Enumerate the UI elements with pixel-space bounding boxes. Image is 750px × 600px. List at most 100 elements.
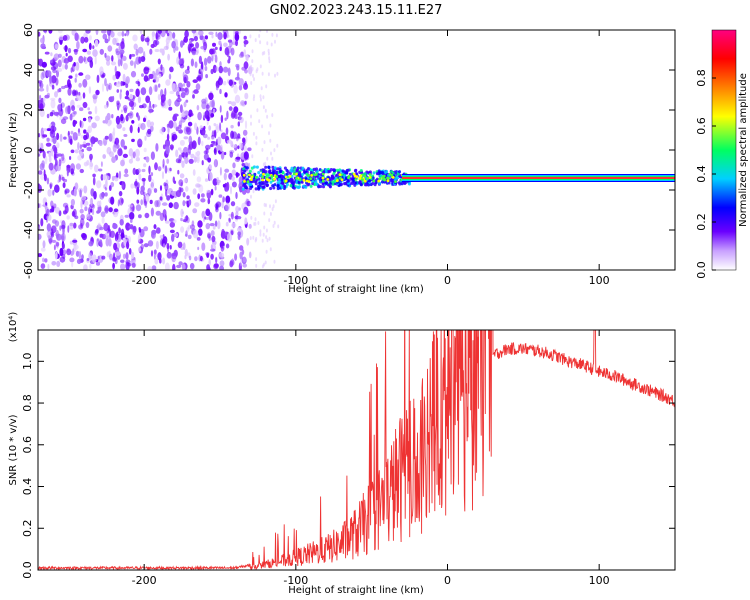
noise-speck	[86, 74, 89, 81]
noise-speck	[178, 51, 181, 60]
noise-speck	[165, 189, 168, 197]
noise-speck	[268, 56, 271, 61]
noise-speck	[184, 69, 190, 75]
noise-speck	[78, 55, 84, 64]
noise-speck	[121, 30, 125, 37]
noise-speck	[64, 63, 68, 70]
noise-speck	[113, 242, 118, 251]
noise-speck	[74, 77, 77, 83]
noise-speck	[230, 211, 234, 220]
noise-speck	[264, 161, 267, 166]
noise-speck	[189, 262, 195, 270]
noise-speck	[42, 257, 45, 263]
noise-speck	[141, 168, 146, 173]
noise-speck	[244, 100, 247, 105]
noise-speck	[108, 207, 113, 213]
noise-speck	[115, 251, 121, 256]
noise-speck	[255, 263, 258, 268]
noise-speck	[38, 253, 43, 258]
noise-speck	[213, 263, 219, 270]
noise-speck	[86, 213, 91, 220]
noise-speck	[87, 107, 90, 111]
noise-speck	[128, 248, 132, 255]
noise-speck	[198, 55, 202, 65]
noise-speck	[195, 42, 200, 49]
noise-speck	[160, 64, 163, 71]
signal-speck	[321, 182, 325, 186]
signal-speck	[326, 178, 330, 181]
noise-speck	[147, 266, 153, 270]
signal-speck	[298, 171, 302, 175]
noise-speck	[48, 151, 52, 158]
noise-speck	[122, 62, 128, 70]
signal-speck	[254, 187, 258, 191]
y-tick-label: 0.8	[21, 394, 34, 412]
noise-speck	[79, 144, 82, 150]
noise-speck	[249, 69, 252, 74]
noise-speck	[59, 256, 66, 263]
x-tick-label: -200	[132, 574, 157, 587]
noise-speck	[172, 219, 177, 223]
noise-speck	[42, 240, 46, 249]
noise-speck	[99, 239, 103, 247]
noise-speck	[117, 58, 121, 67]
noise-speck	[212, 64, 217, 74]
noise-speck	[233, 84, 238, 94]
signal-speck	[335, 173, 339, 177]
noise-speck	[96, 200, 101, 208]
noise-speck	[88, 35, 92, 41]
noise-speck	[70, 163, 75, 172]
noise-speck	[44, 155, 48, 165]
noise-speck	[140, 185, 145, 193]
noise-speck	[100, 211, 106, 218]
noise-speck	[192, 169, 196, 176]
noise-speck	[220, 114, 224, 124]
noise-speck	[227, 67, 231, 77]
noise-speck	[38, 170, 43, 175]
noise-speck	[182, 71, 185, 79]
signal-speck	[292, 181, 296, 185]
colorbar-ticks: 0.0 0.2 0.4 0.6 0.8	[695, 69, 716, 279]
noise-speck	[40, 218, 44, 227]
noise-speck	[218, 194, 223, 198]
noise-speck	[269, 138, 272, 143]
noise-speck	[116, 172, 119, 178]
noise-speck	[243, 35, 247, 40]
noise-speck	[88, 117, 92, 123]
noise-speck	[181, 151, 185, 158]
noise-speck	[82, 48, 88, 53]
noise-speck	[218, 40, 222, 46]
signal-speck	[258, 184, 262, 188]
signal-speck	[314, 180, 318, 184]
noise-speck	[91, 254, 97, 263]
noise-speck	[64, 106, 70, 114]
noise-speck	[132, 151, 136, 159]
signal-speck	[398, 175, 402, 179]
noise-speck	[188, 115, 191, 121]
noise-speck	[172, 263, 176, 270]
noise-speck	[169, 167, 172, 172]
noise-speck	[96, 74, 100, 84]
signal-speck	[328, 184, 332, 188]
noise-speck	[265, 235, 268, 240]
noise-speck	[265, 249, 268, 254]
noise-speck	[75, 163, 81, 170]
signal-speck	[372, 179, 376, 183]
noise-speck	[74, 149, 79, 154]
signal-speck	[390, 178, 394, 182]
noise-speck	[194, 122, 198, 131]
noise-speck	[249, 201, 252, 206]
noise-speck	[63, 58, 70, 64]
noise-speck	[241, 137, 246, 143]
noise-speck	[105, 115, 109, 124]
noise-speck	[45, 202, 48, 206]
noise-speck	[122, 127, 126, 132]
noise-speck	[157, 166, 162, 172]
noise-speck	[99, 48, 105, 55]
noise-speck	[191, 50, 197, 56]
noise-speck	[100, 174, 104, 181]
noise-speck	[166, 123, 170, 128]
noise-speck	[240, 100, 246, 106]
noise-speck	[74, 32, 79, 42]
signal-speck	[355, 175, 359, 179]
